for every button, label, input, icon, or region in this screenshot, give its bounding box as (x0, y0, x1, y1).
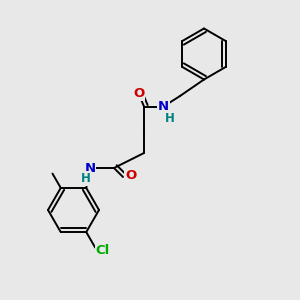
Text: N: N (158, 100, 169, 113)
Text: Cl: Cl (96, 244, 110, 257)
Text: O: O (133, 87, 144, 100)
Text: O: O (125, 169, 136, 182)
Text: H: H (165, 112, 174, 125)
Text: N: N (84, 161, 96, 175)
Text: H: H (81, 172, 90, 185)
